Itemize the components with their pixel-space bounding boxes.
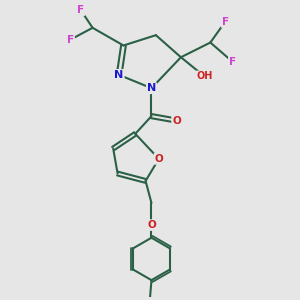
- Text: N: N: [115, 70, 124, 80]
- Text: N: N: [147, 83, 156, 93]
- Text: O: O: [147, 220, 156, 230]
- Text: O: O: [172, 116, 181, 126]
- Text: F: F: [67, 34, 74, 45]
- Text: F: F: [77, 5, 84, 15]
- Text: O: O: [154, 154, 163, 164]
- Text: F: F: [221, 17, 229, 27]
- Text: OH: OH: [196, 71, 213, 81]
- Text: F: F: [229, 57, 236, 67]
